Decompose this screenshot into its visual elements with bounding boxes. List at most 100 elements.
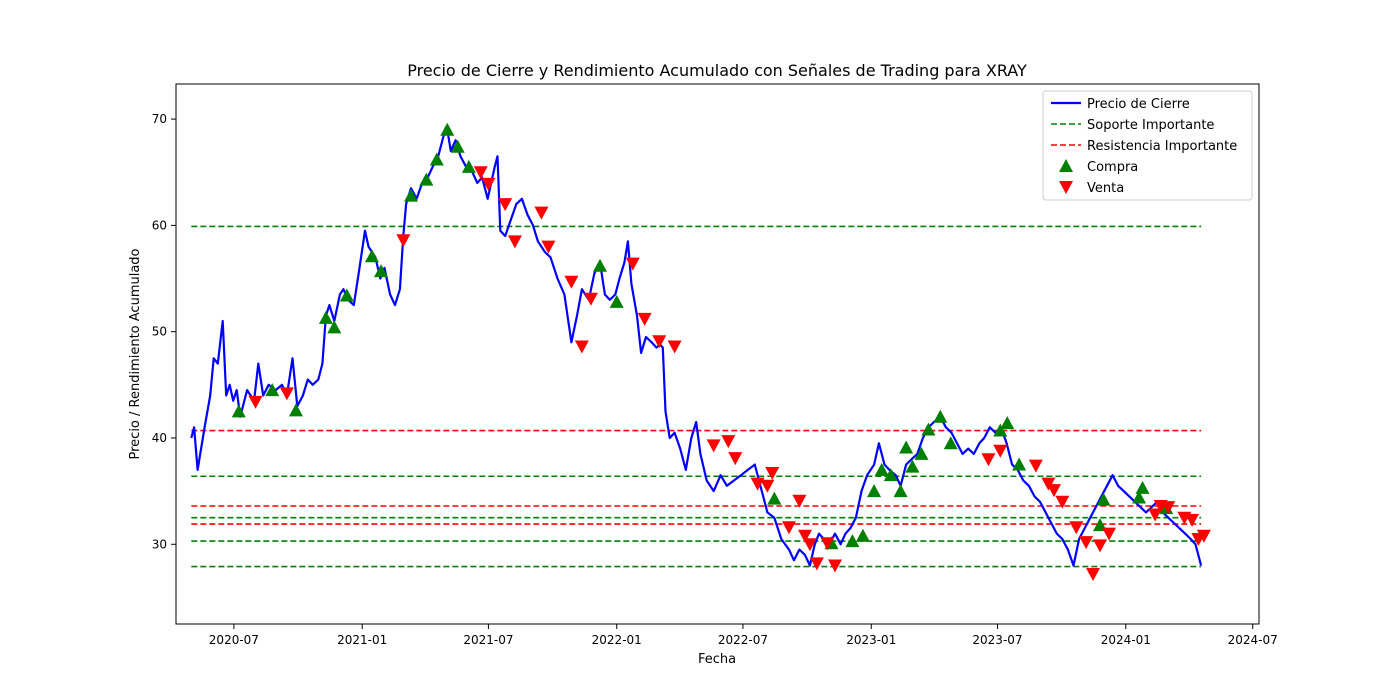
- sell-marker: [1161, 501, 1176, 515]
- sell-marker: [564, 275, 579, 289]
- sell-marker: [820, 537, 835, 551]
- legend-label: Venta: [1087, 181, 1124, 196]
- axes-frame: [175, 83, 1260, 625]
- sell-marker: [507, 235, 522, 249]
- sell-marker: [1093, 539, 1108, 553]
- sell-marker: [498, 198, 513, 212]
- sell-marker: [798, 529, 813, 543]
- buy-marker: [404, 188, 419, 202]
- sell-marker: [728, 452, 743, 466]
- plot-area: [190, 122, 1211, 582]
- legend-label: Soporte Importante: [1087, 118, 1214, 133]
- y-tick-label: 40: [152, 431, 167, 445]
- buy-marker: [288, 403, 303, 417]
- sell-marker: [706, 439, 721, 453]
- y-tick-label: 30: [152, 537, 167, 551]
- y-tick-label: 60: [152, 218, 167, 232]
- y-axis-label: Precio / Rendimiento Acumulado: [128, 248, 143, 459]
- legend-label: Compra: [1087, 160, 1138, 175]
- legend-box: [1042, 90, 1253, 201]
- sell-marker: [583, 292, 598, 306]
- sell-marker: [1196, 529, 1211, 543]
- sell-marker: [1086, 568, 1101, 582]
- sell-marker: [1055, 495, 1070, 509]
- x-tick-label: 2023-01: [846, 633, 896, 647]
- legend: Precio de Cierre Soporte Importante Resist…: [1042, 90, 1253, 201]
- y-axis: 30 40 50 60 70: [152, 112, 176, 551]
- sell-marker: [828, 559, 843, 573]
- buy-marker: [450, 139, 465, 153]
- y-tick-label: 50: [152, 325, 167, 339]
- buy-marker: [893, 484, 908, 498]
- sell-marker: [1046, 484, 1061, 498]
- x-tick-label: 2022-01: [592, 633, 642, 647]
- sell-marker: [750, 477, 765, 491]
- legend-buy-swatch: [1059, 159, 1073, 172]
- buy-marker: [845, 534, 860, 548]
- sell-marker: [574, 340, 589, 354]
- buy-marker: [327, 320, 342, 334]
- buy-marker: [265, 383, 280, 397]
- sell-marker: [981, 453, 996, 467]
- x-axis-label: Fecha: [698, 652, 736, 667]
- buy-marker: [592, 258, 607, 272]
- sell-marker: [809, 557, 824, 571]
- x-tick-label: 2024-01: [1101, 633, 1151, 647]
- sell-marker: [1028, 459, 1043, 473]
- buy-marker: [993, 423, 1008, 437]
- sell-marker: [1185, 513, 1200, 527]
- sell-marker: [473, 166, 488, 180]
- buy-marker: [1135, 480, 1150, 494]
- sell-marker: [993, 444, 1008, 458]
- buy-marker: [1012, 457, 1027, 471]
- buy-marker: [874, 462, 889, 476]
- sell-marker: [1069, 521, 1084, 535]
- legend-label: Resistencia Importante: [1087, 139, 1237, 154]
- x-tick-label: 2022-07: [718, 633, 768, 647]
- buy-marker: [461, 159, 476, 173]
- sell-marker: [481, 177, 496, 191]
- x-tick-label: 2023-07: [972, 633, 1022, 647]
- sell-marker: [637, 312, 652, 326]
- sell-marker: [667, 340, 682, 354]
- sell-marker: [721, 435, 736, 449]
- buy-marker: [1096, 492, 1111, 506]
- buy-marker: [943, 436, 958, 450]
- buy-marker: [429, 152, 444, 166]
- sell-marker: [765, 467, 780, 481]
- buy-marker: [364, 249, 379, 263]
- sell-marker: [1102, 527, 1117, 541]
- sell-marker: [625, 257, 640, 271]
- buy-marker: [921, 422, 936, 436]
- buy-marker: [440, 122, 455, 136]
- x-tick-label: 2021-01: [337, 633, 387, 647]
- sell-marker: [534, 206, 549, 220]
- buy-marker: [867, 484, 882, 498]
- buy-marker: [339, 288, 354, 302]
- buy-marker: [767, 491, 782, 505]
- sell-marker: [248, 395, 263, 409]
- sell-marker: [1148, 508, 1163, 522]
- buy-marker: [318, 310, 333, 324]
- sell-marker: [396, 234, 411, 248]
- legend-label: Precio de Cierre: [1087, 97, 1190, 112]
- buy-marker: [905, 459, 920, 473]
- x-tick-label: 2024-07: [1228, 633, 1278, 647]
- sell-marker: [541, 240, 556, 254]
- legend-sell-swatch: [1059, 181, 1073, 194]
- sell-marker: [792, 494, 807, 508]
- price-line: [190, 128, 1203, 567]
- x-tick-label: 2021-07: [463, 633, 513, 647]
- buy-marker: [883, 468, 898, 482]
- buy-marker: [374, 264, 389, 278]
- buy-marker: [933, 409, 948, 423]
- sell-marker: [652, 335, 667, 349]
- x-tick-label: 2020-07: [209, 633, 259, 647]
- buy-marker: [231, 404, 246, 418]
- buy-marker: [899, 440, 914, 454]
- buy-marker: [609, 294, 624, 308]
- chart-title: Precio de Cierre y Rendimiento Acumulado…: [407, 61, 1027, 80]
- sell-marker: [781, 521, 796, 535]
- sell-marker: [279, 387, 294, 401]
- sell-marker: [1079, 536, 1094, 550]
